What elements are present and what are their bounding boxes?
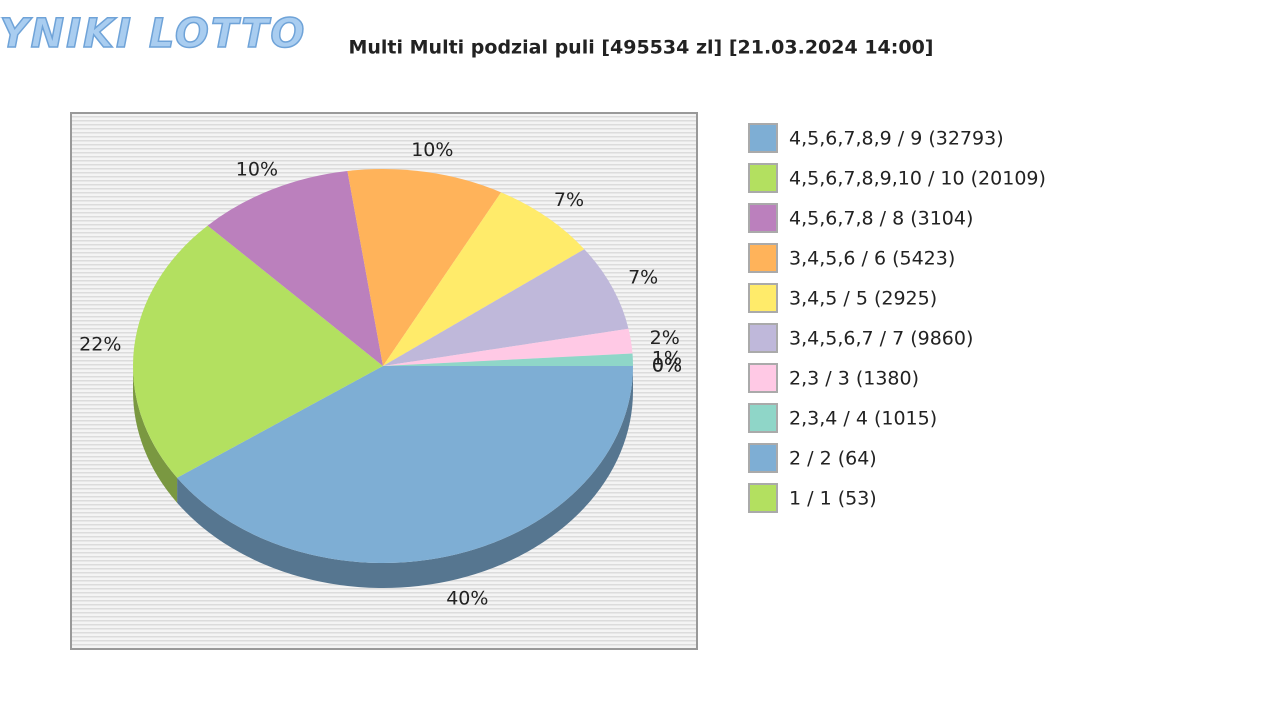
legend-label: 3,4,5 / 5 (2925) bbox=[789, 288, 937, 310]
legend-label: 4,5,6,7,8,9,10 / 10 (20109) bbox=[789, 168, 1046, 190]
legend-swatch bbox=[748, 323, 778, 353]
data-label: 22% bbox=[79, 334, 121, 356]
legend-swatch bbox=[748, 203, 778, 233]
data-label: 10% bbox=[411, 139, 453, 161]
slice-side bbox=[177, 366, 633, 589]
data-label: 2% bbox=[650, 327, 680, 349]
slice-side bbox=[133, 366, 178, 503]
data-label: 0% bbox=[652, 355, 682, 377]
legend-label: 4,5,6,7,8 / 8 (3104) bbox=[789, 208, 973, 230]
legend-swatch bbox=[748, 283, 778, 313]
legend-swatch bbox=[748, 443, 778, 473]
data-label: 1% bbox=[652, 348, 682, 370]
legend-label: 2 / 2 (64) bbox=[789, 448, 877, 470]
legend-label: 2,3 / 3 (1380) bbox=[789, 368, 919, 390]
legend-label: 4,5,6,7,8,9 / 9 (32793) bbox=[789, 128, 1004, 150]
legend-swatch bbox=[748, 163, 778, 193]
chart-title: Multi Multi podzial puli [495534 zl] [21… bbox=[348, 37, 933, 59]
pie-slice bbox=[383, 353, 633, 366]
pie-slice bbox=[132, 225, 383, 478]
pie-slice bbox=[207, 171, 383, 366]
legend-label: 3,4,5,6 / 6 (5423) bbox=[789, 248, 955, 270]
pie-slice bbox=[347, 168, 502, 366]
data-label: 40% bbox=[446, 587, 488, 609]
legend-swatch bbox=[748, 363, 778, 393]
legend-label: 2,3,4 / 4 (1015) bbox=[789, 408, 937, 430]
pie-slice bbox=[177, 366, 633, 564]
pie-slice bbox=[383, 192, 585, 366]
data-label: 7% bbox=[628, 267, 658, 289]
data-label: 7% bbox=[554, 189, 584, 211]
legend-swatch bbox=[748, 403, 778, 433]
legend-swatch bbox=[748, 123, 778, 153]
legend-swatch bbox=[748, 243, 778, 273]
legend-swatch bbox=[748, 483, 778, 513]
legend-label: 3,4,5,6,7 / 7 (9860) bbox=[789, 328, 973, 350]
data-label: 10% bbox=[236, 158, 278, 180]
pie-slice bbox=[383, 328, 633, 366]
pie-slice bbox=[383, 249, 629, 366]
logo: WYNIKI LOTTO bbox=[0, 11, 306, 57]
data-label: 0% bbox=[652, 355, 682, 377]
legend-label: 1 / 1 (53) bbox=[789, 488, 877, 510]
